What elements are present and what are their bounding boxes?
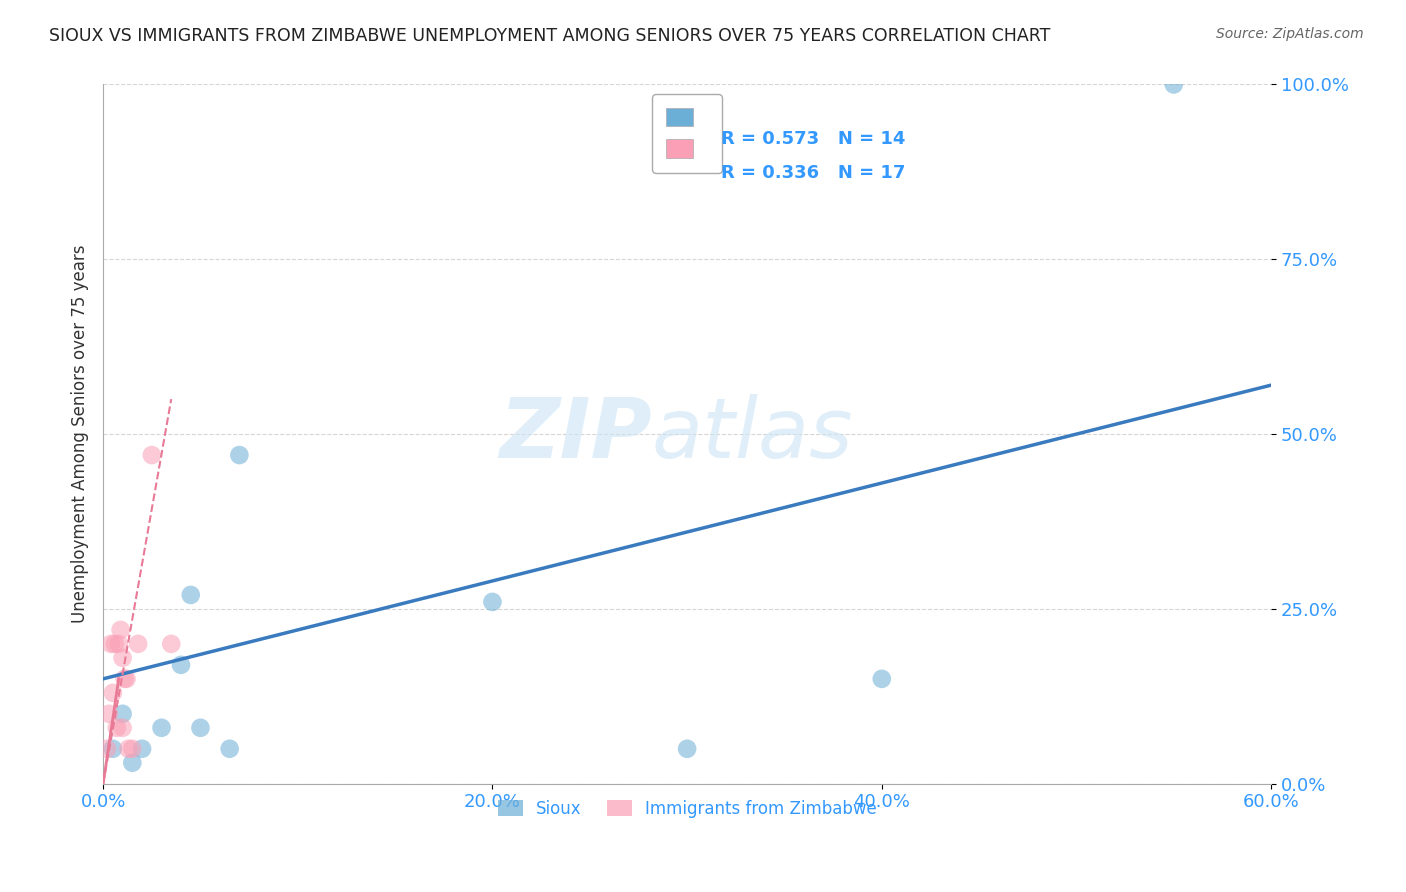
Y-axis label: Unemployment Among Seniors over 75 years: Unemployment Among Seniors over 75 years [72,244,89,624]
Point [107,637,129,651]
Legend: Sioux, Immigrants from Zimbabwe: Sioux, Immigrants from Zimbabwe [491,793,883,824]
Point [111,721,134,735]
Text: ZIP: ZIP [499,393,652,475]
Point [114,672,136,686]
Point [481,595,503,609]
Point [101,741,124,756]
Point [101,686,124,700]
Point [150,721,173,735]
Point [110,623,132,637]
Point [111,651,134,665]
Point [96,741,118,756]
Point [1163,78,1185,92]
Text: atlas: atlas [652,393,853,475]
Point [228,448,250,462]
Point [127,637,149,651]
Point [121,741,143,756]
Point [141,448,163,462]
Point [104,637,127,651]
Point [117,741,139,756]
Point [160,637,183,651]
Point [870,672,893,686]
Text: R = 0.336   N = 17: R = 0.336 N = 17 [721,164,905,183]
Point [180,588,202,602]
Point [676,741,699,756]
Point [190,721,212,735]
Point [98,706,121,721]
Point [111,706,134,721]
Point [100,637,122,651]
Point [105,721,128,735]
Point [115,672,138,686]
Point [121,756,143,770]
Text: R = 0.573   N = 14: R = 0.573 N = 14 [721,130,905,148]
Point [218,741,240,756]
Text: SIOUX VS IMMIGRANTS FROM ZIMBABWE UNEMPLOYMENT AMONG SENIORS OVER 75 YEARS CORRE: SIOUX VS IMMIGRANTS FROM ZIMBABWE UNEMPL… [49,27,1050,45]
Text: Source: ZipAtlas.com: Source: ZipAtlas.com [1216,27,1364,41]
Point [131,741,153,756]
Point [170,657,193,672]
